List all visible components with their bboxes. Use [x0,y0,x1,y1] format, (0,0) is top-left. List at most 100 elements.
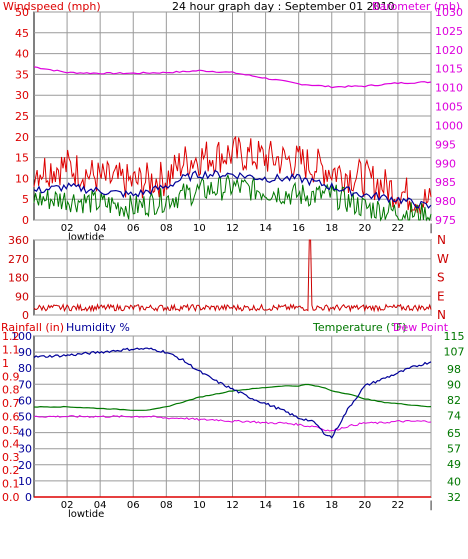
climate-x-annotation: lowtide [68,509,104,520]
wind-y-tick-label: 25 [15,110,29,123]
temperature-y-tick-label: 32 [447,491,461,504]
temperature-y-tick-label: 90 [447,378,461,391]
humidity-y-tick-label: 80 [18,362,32,375]
barometer-y-tick-label: 990 [435,157,456,170]
wind-x-tick-label: 12 [226,223,239,234]
rainfall-y-tick-label: 0.8 [2,384,20,397]
chart-title: 24 hour graph day : September 01 2010 [172,0,395,13]
rainfall-y-tick-label: 1.1 [2,343,20,356]
wind-x-tick-label: 10 [193,223,206,234]
temperature-line [33,383,432,411]
temperature-y-tick-label: 57 [447,443,461,456]
barometer-y-tick-label: 1005 [435,101,463,114]
direction-panel-marks [33,239,432,313]
wind-y-tick-label: 50 [15,6,29,19]
wind-panel-marks [33,66,432,222]
wind-x-tick-label: 14 [259,223,272,234]
barometer-y-tick-label: 1015 [435,63,463,76]
temperature-y-tick-label: 107 [444,346,465,359]
dewpoint-line [33,415,432,432]
humidity-y-tick-label: 20 [18,459,32,472]
rainfall-y-tick-label: 0.6 [2,411,20,424]
wind-x-tick-label: | [429,223,432,234]
wind-y-tick-label: 5 [22,193,29,206]
barometer-y-tick-label: 1025 [435,25,463,38]
wind-y-tick-label: 10 [15,172,29,185]
windspeed-avg-line [33,169,432,209]
rainfall-y-tick-label: 1 [2,357,9,370]
climate-panel-marks [33,347,432,498]
humidity-y-tick-label: 60 [18,394,32,407]
compass-label: N [437,308,446,322]
barometer-y-tick-label: 1000 [435,119,463,132]
humidity-y-tick-label: 10 [18,475,32,488]
humidity-y-axis-label: Humidity % [66,321,130,334]
climate-x-tick-label: 20 [358,500,371,511]
climate-x-tick-label: 04 [94,500,107,511]
climate-x-tick-label: 10 [193,500,206,511]
wind-y-tick-label: 0 [22,214,29,227]
climate-x-tick-label: 16 [292,500,305,511]
wind-x-tick-label: 18 [325,223,338,234]
barometer-y-tick-label: 980 [435,195,456,208]
wind-direction-line [33,239,432,313]
wind-y-tick-label: 40 [15,48,29,61]
humidity-y-tick-label: 100 [11,330,32,343]
wind-x-tick-label: 08 [160,223,173,234]
wind-x-tick-label: 04 [94,223,107,234]
direction-y-tick-label: 270 [8,253,29,266]
humidity-y-tick-label: 70 [18,378,32,391]
wind-y-tick-label: 15 [15,152,29,165]
wind-x-tick-label: 22 [392,223,405,234]
windspeed-high-line [33,135,432,215]
temperature-y-tick-label: 74 [447,410,461,423]
direction-y-tick-label: 360 [8,234,29,247]
temperature-y-axis-label: Temperature (°F) [312,321,407,334]
wind-x-annotation: lowtide [68,232,104,243]
compass-label: W [437,252,449,266]
barometer-y-tick-label: 1030 [435,6,463,19]
compass-label: S [437,271,445,285]
wind-panel-grid [34,11,432,221]
rainfall-y-tick-label: 0.1 [2,478,20,491]
barometer-line [33,66,432,89]
barometer-y-tick-label: 975 [435,214,456,227]
wind-y-tick-label: 35 [15,68,29,81]
rainfall-y-tick-label: 0.7 [2,397,20,410]
dewpoint-y-axis-label: Dew Point [393,321,449,334]
compass-label: E [437,289,445,303]
barometer-y-tick-label: 1020 [435,44,463,57]
temperature-y-tick-label: 98 [447,363,461,376]
rainfall-y-tick-label: 0.0 [2,491,20,504]
climate-x-tick-label: 22 [392,500,405,511]
rainfall-y-tick-label: 0.5 [2,424,20,437]
direction-y-tick-label: 90 [15,290,29,303]
direction-y-tick-label: 0 [22,309,29,322]
rainfall-y-tick-label: 0.3 [2,451,20,464]
humidity-y-tick-label: 30 [18,443,32,456]
rainfall-y-tick-label: 1.2 [2,330,20,343]
wind-y-tick-label: 30 [15,89,29,102]
climate-x-tick-label: 08 [160,500,173,511]
direction-y-tick-label: 180 [8,272,29,285]
barometer-y-tick-label: 985 [435,176,456,189]
temperature-y-tick-label: 65 [447,427,461,440]
climate-x-tick-label: 14 [259,500,272,511]
wind-x-tick-label: 20 [358,223,371,234]
wind-x-tick-label: 06 [127,223,140,234]
wind-x-tick-label: 02 [61,223,74,234]
humidity-y-tick-label: 90 [18,346,32,359]
rainfall-y-tick-label: 0.4 [2,437,20,450]
humidity-y-tick-label: 50 [18,411,32,424]
compass-label: N [437,233,446,247]
wind-y-tick-label: 45 [15,27,29,40]
windspeed-low-line [33,173,432,222]
humidity-y-tick-label: 40 [18,427,32,440]
temperature-y-tick-label: 49 [447,458,461,471]
rainfall-y-axis-label: Rainfall (in) [1,321,64,334]
rainfall-y-tick-label: 0.2 [2,464,20,477]
climate-panel-labels: 10090807060504030201001.21.110.90.80.70.… [2,330,465,520]
